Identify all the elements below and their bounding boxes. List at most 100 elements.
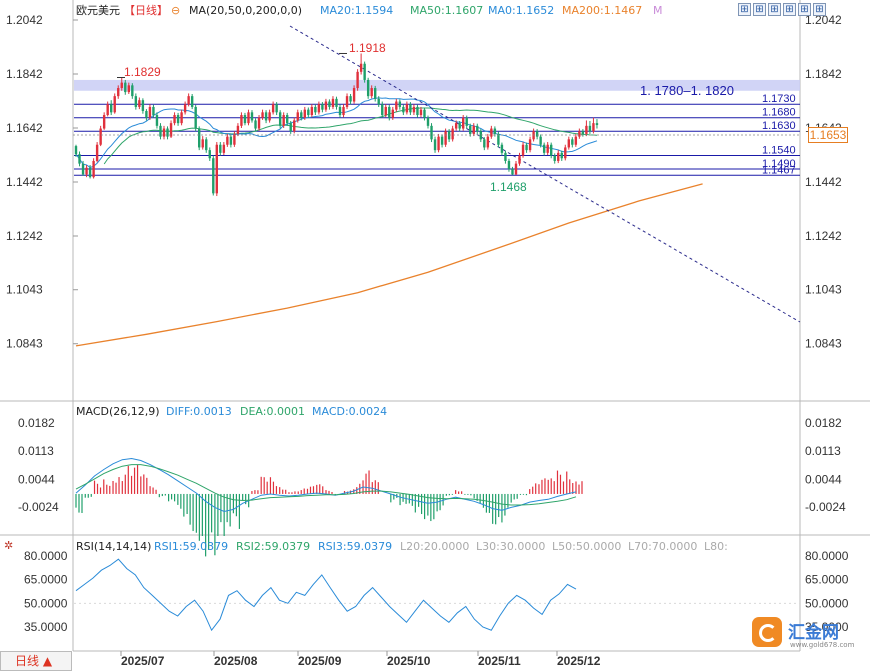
candle-body bbox=[268, 112, 271, 121]
candle-body bbox=[352, 88, 356, 102]
candle-body bbox=[557, 152, 560, 161]
candle-body bbox=[571, 139, 574, 145]
candle-body bbox=[483, 139, 486, 148]
ma20-label: MA20:1.1594 bbox=[320, 4, 393, 17]
candle-body bbox=[374, 88, 377, 99]
settings-icon[interactable]: ⊖ bbox=[171, 4, 180, 17]
candle-body bbox=[472, 125, 475, 134]
candle-body bbox=[564, 147, 567, 159]
ma200-line bbox=[75, 183, 703, 347]
candle-body bbox=[550, 144, 553, 156]
rsi-tick-left: 65.0000 bbox=[24, 573, 68, 587]
candle-body bbox=[437, 136, 440, 151]
grid-icon[interactable]: ⊞ bbox=[738, 3, 751, 16]
macd-title: MACD(26,12,9) bbox=[76, 405, 160, 418]
candle-body bbox=[233, 133, 236, 145]
resistance-zone bbox=[74, 79, 800, 91]
level-label: 1.1630 bbox=[762, 120, 796, 132]
rsi3-label: RSI3:59.0379 bbox=[318, 540, 392, 553]
dea-line bbox=[75, 464, 577, 506]
grid-icon[interactable]: ⊞ bbox=[753, 3, 766, 16]
price-tick-left: 1.1642 bbox=[6, 121, 43, 135]
current-price-tag: 1.1653 bbox=[808, 127, 848, 143]
candle-body bbox=[264, 112, 268, 121]
high-sep-label: 1.1918 bbox=[349, 41, 386, 55]
macd-tick-right: 0.0182 bbox=[805, 416, 842, 430]
price-tick-left: 1.1442 bbox=[6, 175, 43, 189]
candle-body bbox=[99, 128, 102, 145]
price-tick-right: 1.1242 bbox=[805, 229, 842, 243]
price-tick-left: 1.1842 bbox=[6, 67, 43, 81]
candle-body bbox=[289, 123, 292, 132]
logo-icon bbox=[752, 617, 782, 647]
candle-body bbox=[398, 101, 402, 107]
ma20-line bbox=[75, 97, 598, 168]
candle-body bbox=[194, 106, 197, 129]
candle-body bbox=[588, 125, 592, 132]
candle-body bbox=[426, 117, 430, 126]
period-button[interactable]: 日线 ▲ bbox=[0, 651, 72, 671]
candle-body bbox=[250, 112, 254, 121]
l30-label: L30:30.0000 bbox=[476, 540, 545, 553]
grid-icon[interactable]: ⊞ bbox=[783, 3, 796, 16]
candle-body bbox=[187, 96, 190, 105]
candle-body bbox=[476, 125, 479, 132]
candle-body bbox=[405, 104, 409, 113]
candle-body bbox=[293, 120, 296, 132]
candle-body bbox=[356, 71, 359, 89]
candle-body bbox=[574, 136, 578, 145]
candle-body bbox=[581, 131, 585, 134]
candle-body bbox=[366, 79, 370, 97]
candle-body bbox=[423, 109, 426, 118]
candle-body bbox=[95, 144, 99, 161]
candle-body bbox=[440, 136, 444, 145]
candle-body bbox=[585, 125, 588, 134]
candle-body bbox=[78, 154, 81, 164]
candle-body bbox=[507, 160, 511, 170]
candle-body bbox=[106, 104, 109, 116]
candle-body bbox=[212, 158, 215, 194]
candle-body bbox=[215, 144, 218, 194]
candle-body bbox=[92, 160, 95, 178]
rsi-tick-right: 80.0000 bbox=[805, 549, 849, 563]
candle-body bbox=[511, 169, 514, 175]
candle-body bbox=[553, 155, 556, 161]
candle-body bbox=[261, 112, 264, 118]
logo-url: www.gold678.com bbox=[790, 641, 855, 649]
candle-body bbox=[490, 128, 493, 137]
candle-body bbox=[500, 144, 504, 153]
level-label: 1.1490 bbox=[762, 158, 796, 170]
candle-body bbox=[412, 106, 416, 113]
candle-body bbox=[592, 123, 595, 132]
price-tick-right: 1.0843 bbox=[805, 337, 842, 351]
candle-body bbox=[349, 96, 352, 102]
candle-body bbox=[296, 112, 299, 121]
candle-body bbox=[359, 63, 363, 72]
candle-body bbox=[328, 101, 331, 107]
candle-body bbox=[518, 155, 521, 164]
candle-body bbox=[303, 109, 306, 118]
candle-body bbox=[127, 85, 130, 93]
candle-body bbox=[462, 117, 465, 129]
price-tick-right: 1.1442 bbox=[805, 175, 842, 189]
grid-icon[interactable]: ⊞ bbox=[813, 3, 826, 16]
candle-body bbox=[176, 115, 180, 124]
rsi-tick-left: 35.0000 bbox=[24, 620, 68, 634]
zone-label: 1. 1780–1. 1820 bbox=[640, 83, 734, 98]
m-marker: M bbox=[653, 4, 663, 17]
candle-body bbox=[409, 104, 412, 113]
grid-icon[interactable]: ⊞ bbox=[798, 3, 811, 16]
candle-body bbox=[310, 106, 314, 116]
candle-body bbox=[275, 104, 278, 113]
rsi1-label: RSI1:59.0379 bbox=[154, 540, 228, 553]
l50-label: L50:50.0000 bbox=[552, 540, 621, 553]
rsi-settings-icon[interactable]: ✲ bbox=[4, 539, 13, 552]
candle-body bbox=[247, 112, 250, 124]
macd-tick-left: 0.0113 bbox=[18, 444, 54, 458]
candle-body bbox=[317, 104, 321, 113]
candle-body bbox=[370, 88, 373, 97]
candle-body bbox=[138, 100, 141, 107]
grid-icon[interactable]: ⊞ bbox=[768, 3, 781, 16]
rsi2-label: RSI2:59.0379 bbox=[236, 540, 310, 553]
macd-dea-label: DEA:0.0001 bbox=[240, 405, 305, 418]
